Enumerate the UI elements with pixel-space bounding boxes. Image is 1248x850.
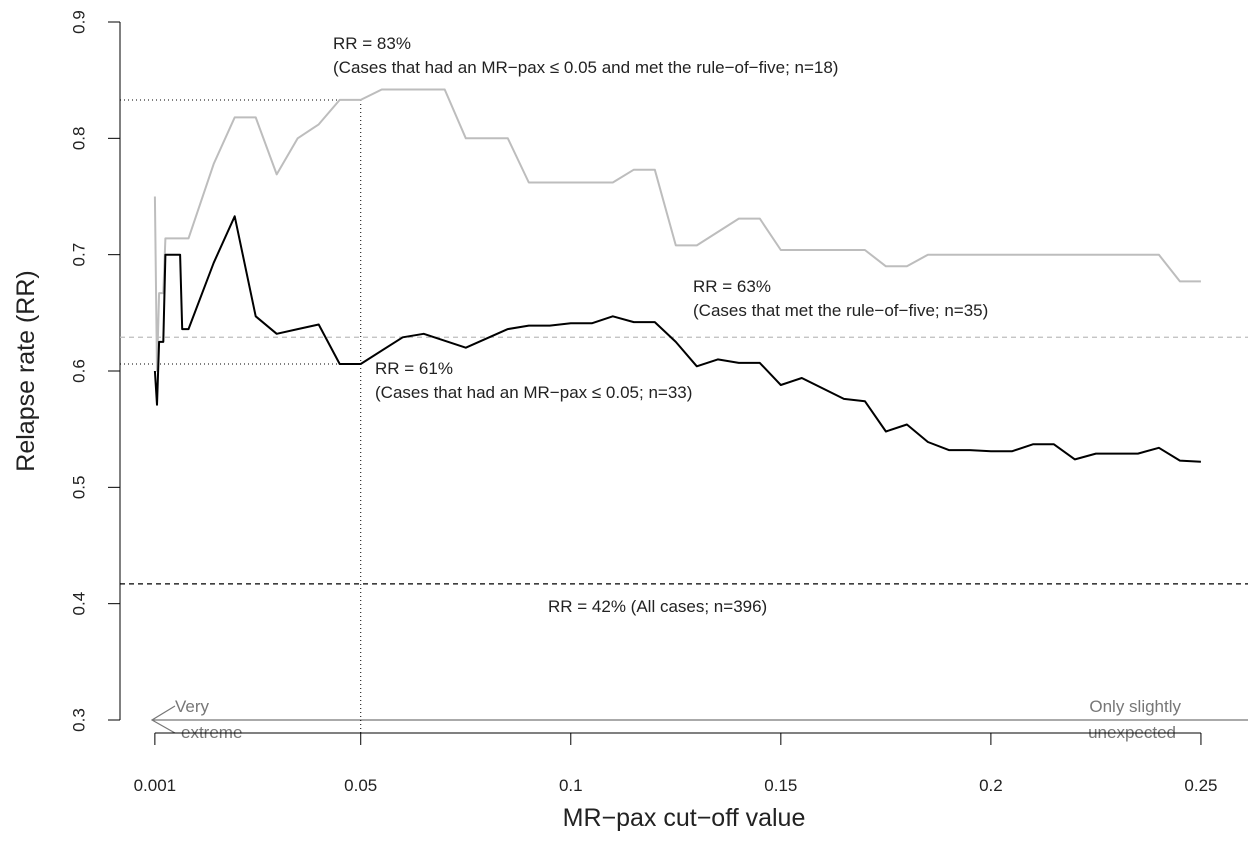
annotation: (Cases that met the rule−of−five; n=35) bbox=[693, 301, 988, 320]
y-tick-label: 0.4 bbox=[69, 592, 88, 616]
y-tick-label: 0.7 bbox=[69, 243, 88, 267]
direction-label: Very bbox=[175, 697, 210, 716]
annotation: RR = 42% (All cases; n=396) bbox=[548, 597, 767, 616]
x-tick-label: 0.05 bbox=[344, 776, 377, 795]
annotation: RR = 83% bbox=[333, 34, 411, 53]
x-tick-label: 0.25 bbox=[1184, 776, 1217, 795]
x-axis-title: MR−pax cut−off value bbox=[563, 804, 806, 832]
x-tick-label: 0.1 bbox=[559, 776, 583, 795]
series-line bbox=[153, 88, 1201, 372]
x-tick-label: 0.2 bbox=[979, 776, 1003, 795]
y-axis-title: Relapse rate (RR) bbox=[12, 270, 40, 471]
y-tick-label: 0.3 bbox=[69, 708, 88, 732]
y-tick-label: 0.8 bbox=[69, 127, 88, 151]
x-tick-label: 0.15 bbox=[764, 776, 797, 795]
y-tick-label: 0.6 bbox=[69, 359, 88, 383]
direction-arrow bbox=[150, 705, 1248, 734]
annotation: RR = 63% bbox=[693, 277, 771, 296]
annotation: RR = 61% bbox=[375, 359, 453, 378]
direction-label: Only slightly bbox=[1089, 697, 1181, 716]
annotation: (Cases that had an MR−pax ≤ 0.05; n=33) bbox=[375, 383, 692, 402]
y-tick-label: 0.9 bbox=[69, 10, 88, 34]
x-tick-label: 0.001 bbox=[134, 776, 177, 795]
y-tick-label: 0.5 bbox=[69, 476, 88, 500]
series-line bbox=[153, 215, 1201, 463]
annotation: (Cases that had an MR−pax ≤ 0.05 and met… bbox=[333, 58, 838, 77]
